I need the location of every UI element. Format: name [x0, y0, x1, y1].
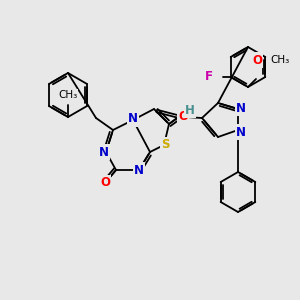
Text: CH₃: CH₃	[270, 55, 289, 65]
Text: N: N	[236, 101, 246, 115]
Text: N: N	[134, 164, 144, 176]
Text: N: N	[128, 112, 138, 125]
Text: S: S	[161, 139, 169, 152]
Text: CH₃: CH₃	[58, 90, 78, 100]
Text: O: O	[100, 176, 110, 190]
Text: H: H	[185, 103, 195, 116]
Text: N: N	[236, 125, 246, 139]
Text: F: F	[205, 70, 213, 83]
Text: O: O	[252, 53, 262, 67]
Text: O: O	[178, 110, 188, 122]
Text: N: N	[99, 146, 109, 158]
